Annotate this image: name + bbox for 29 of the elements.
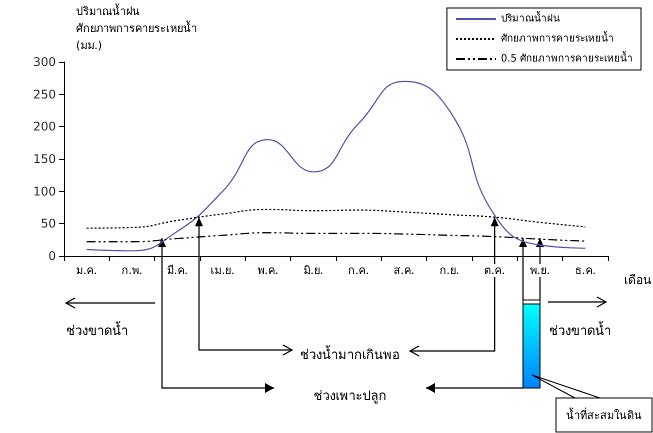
- text: ช่วงเพาะปลูก: [314, 388, 386, 406]
- x-axis-title: เดือน: [624, 273, 651, 287]
- line-series: [86, 80, 586, 252]
- legend-label: 0.5 ศักยภาพการคายระเหยน้ำ: [500, 50, 634, 64]
- legend-label: ปริมาณน้ำฝน: [500, 10, 560, 24]
- y-axis-title: ปริมาณน้ำฝน ศักยภาพการคายระเหยน้ำ (มม.): [76, 3, 197, 52]
- line-series: [86, 208, 586, 229]
- x-tick-label: มี.ค.: [166, 264, 188, 277]
- text: น้ำที่สะสมในดิน: [566, 406, 642, 424]
- x-tick-label: ส.ค.: [394, 264, 414, 277]
- y-tick-label: 150: [33, 152, 56, 166]
- x-tick-label: พ.ค.: [258, 264, 278, 277]
- y-tick-label: 50: [40, 216, 56, 231]
- y-tick-label: 200: [33, 120, 56, 134]
- legend-label: ศักยภาพการคายระเหยน้ำ: [500, 30, 614, 44]
- x-tick-label: ม.ค.: [76, 264, 98, 277]
- x-tick-label: ก.ค.: [348, 264, 370, 277]
- x-tick-label: พ.ย.: [530, 264, 550, 277]
- y-tick-label: 0: [48, 249, 56, 263]
- x-tick-label: มิ.ย.: [303, 264, 324, 277]
- x-tick-label: ก.พ.: [122, 264, 142, 277]
- x-tick-label: เม.ย.: [210, 264, 235, 277]
- annotation: ช่วงน้ำมากเกินพอ: [300, 344, 400, 365]
- y-tick-label: 300: [33, 55, 56, 69]
- y-tick-label: 250: [33, 87, 56, 102]
- y-tick-label: 100: [33, 184, 56, 198]
- text: ช่วงขาดน้ำ: [66, 320, 128, 341]
- x-tick-label: ธ.ค.: [574, 264, 596, 277]
- text: ช่วงขาดน้ำ: [549, 320, 611, 341]
